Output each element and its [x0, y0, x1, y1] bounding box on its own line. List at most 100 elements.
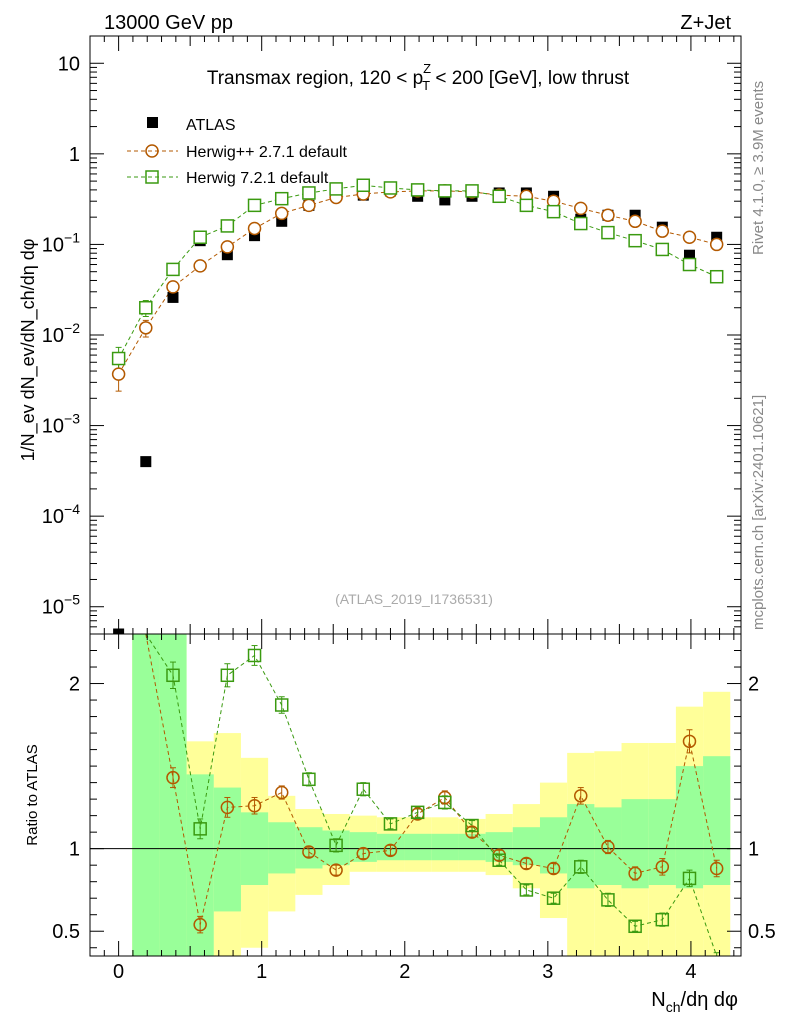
herwig7-point: [220, 219, 235, 233]
herwigpp-point: [193, 259, 207, 273]
upper-panel-axes: 10 1 10−1 10−2 10−3 10−4 10−5: [42, 35, 742, 635]
ratio-herwig7-point: [166, 668, 180, 683]
ratio-y-tick-label-right: 0.5: [748, 921, 776, 943]
legend-label-atlas: ATLAS: [186, 117, 236, 134]
band-inner: [268, 822, 296, 874]
ratio-herwigpp-point: [329, 863, 343, 877]
herwig7-point: [655, 242, 670, 257]
title-post: < 200 [GeV], low thrust: [430, 68, 630, 89]
band-inner: [404, 833, 432, 861]
atlas-point: [249, 230, 261, 242]
herwig7-point: [465, 184, 479, 198]
ratio-herwigpp-point: [574, 789, 588, 803]
atlas-point: [221, 249, 233, 261]
legend-label-herwigpp: Herwig++ 2.7.1 default: [186, 144, 348, 161]
ratio-herwig7-point: [465, 818, 479, 833]
ratio-herwig7-point: [601, 893, 615, 907]
ratio-herwigpp-point: [519, 856, 534, 871]
side-label-lower: mcplots.cern.ch [arXiv:2401.10621]: [750, 395, 767, 630]
herwig7-point: [628, 233, 642, 248]
ratio-ylabel: Ratio to ATLAS: [24, 744, 41, 845]
side-label-upper: Rivet 4.1.0, ≥ 3.9M events: [750, 81, 767, 255]
x-tick-label: 4: [685, 961, 696, 983]
ratio-herwig7-point: [682, 871, 697, 886]
ratio-herwig7-point: [655, 912, 670, 927]
ratio-herwig7-point: [492, 853, 506, 867]
ratio-herwig7-point: [274, 698, 289, 712]
ratio-herwig7-point: [356, 782, 371, 796]
herwig7-point: [139, 300, 153, 315]
herwigpp-point: [220, 240, 235, 254]
herwig7-point: [709, 269, 724, 284]
herwig7-point: [682, 257, 697, 272]
legend-marker-atlas: [147, 117, 158, 128]
legend: ATLAS Herwig++ 2.7.1 default Herwig 7.2.…: [127, 117, 348, 187]
band-inner: [675, 766, 704, 889]
herwig7-line: [118, 184, 717, 359]
ratio-panel-axes: 0.5 0.5 1 1 2 2 0 1 2 3 4: [52, 633, 776, 983]
xlabel: Nch/dη dφ: [651, 989, 738, 1015]
ratio-herwig7-point: [546, 891, 561, 905]
ratio-herwigpp-point: [247, 798, 262, 813]
ratio-panel-data: [145, 633, 724, 957]
herwigpp-point: [628, 214, 642, 229]
y-tick-label: 10−1: [42, 229, 80, 256]
x-tick-label: 0: [113, 961, 124, 983]
y-tick-label: 10−2: [42, 320, 80, 347]
atlas-point: [276, 215, 288, 227]
herwig7-point: [438, 184, 452, 198]
herwig7-point: [574, 216, 588, 231]
herwig7-point: [356, 178, 371, 193]
band-inner: [431, 833, 459, 861]
x-tick-label: 1: [256, 961, 267, 983]
ratio-herwig7-line: [145, 633, 718, 957]
herwig7-point: [410, 183, 425, 197]
ratio-herwigpp-point: [655, 860, 670, 874]
xlabel-main: N: [651, 989, 665, 1011]
herwigpp-point: [302, 198, 316, 213]
herwig7-point: [274, 191, 289, 206]
atlas-point: [439, 194, 451, 206]
herwigpp-point: [139, 321, 153, 335]
herwig7-point: [302, 186, 316, 200]
ratio-herwigpp-line: [145, 633, 718, 925]
ratio-herwigpp-point: [628, 866, 642, 881]
y-tick-label: 10−3: [42, 411, 80, 438]
title-pre: Transmax region, 120 < p: [207, 68, 423, 89]
atlas-point: [711, 231, 723, 243]
ratio-herwigpp-point: [709, 861, 724, 876]
ratio-y-tick-label-right: 2: [748, 674, 759, 696]
band-inner: [132, 634, 160, 956]
ratio-herwigpp-point: [302, 845, 316, 859]
ratio-y-tick-label: 2: [69, 674, 80, 696]
legend-label-herwig7: Herwig 7.2.1 default: [186, 170, 329, 187]
ratio-y-tick-label: 0.5: [52, 921, 80, 943]
title-sup: Z: [423, 61, 431, 76]
herwig7-point: [492, 189, 506, 204]
upper-ylabel: 1/N_ev dN_ev/dN_ch/dη dφ: [18, 239, 39, 462]
ratio-herwigpp-point: [546, 861, 561, 876]
y-tick-label: 10: [58, 53, 80, 75]
ratio-herwigpp-point: [682, 734, 697, 749]
ratio-herwig7-point: [220, 668, 235, 683]
legend-marker-herwigpp: [145, 144, 159, 158]
ratio-panel: [90, 634, 741, 956]
herwig7-point: [166, 262, 180, 277]
atlas-point: [683, 249, 695, 261]
x-tick-label: 2: [399, 961, 410, 983]
herwigpp-point: [574, 201, 588, 216]
ratio-herwig7-point: [410, 805, 425, 820]
ratio-herwigpp-point: [356, 846, 371, 861]
ratio-herwig7-point: [628, 919, 642, 934]
herwigpp-point: [601, 208, 615, 222]
ratio-herwig7-point: [302, 772, 316, 787]
ratio-herwig7-point: [247, 648, 262, 663]
ratio-herwig7-point: [383, 817, 398, 831]
ratio-frame: [89, 633, 742, 957]
ratio-herwig7-point: [438, 795, 452, 810]
y-tick-label: 10−5: [42, 592, 80, 619]
ratio-herwig7-point: [193, 822, 207, 836]
herwig7-point: [247, 198, 262, 213]
header-left: 13000 GeV pp: [104, 12, 233, 34]
